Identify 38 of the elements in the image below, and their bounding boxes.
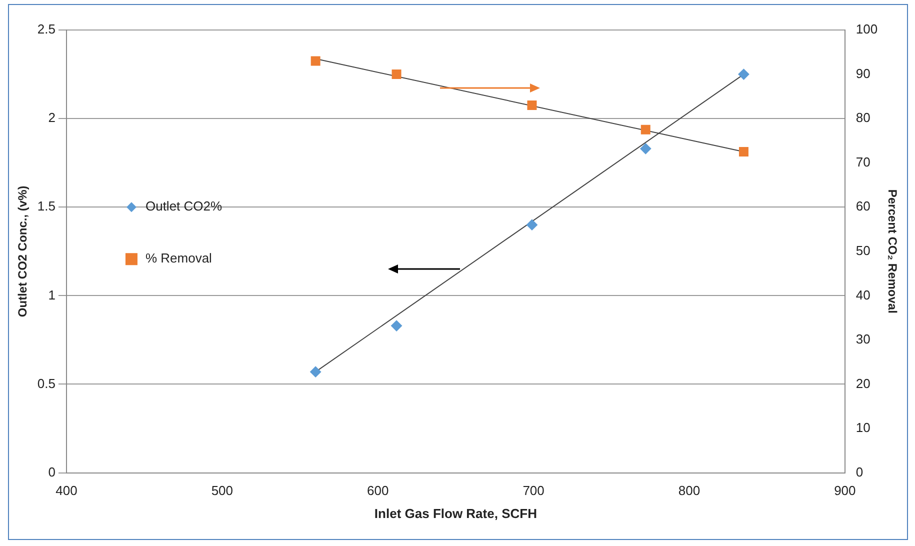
y2-axis-title: Percent CO₂ Removal — [885, 189, 900, 314]
y-tick-label: 2 — [48, 110, 56, 126]
y2-tick-label: 60 — [856, 198, 870, 214]
y2-tick-label: 90 — [856, 66, 870, 81]
y2-tick-label: 70 — [856, 154, 870, 170]
y-tick-label: 1 — [48, 287, 56, 302]
x-tick-label: 700 — [522, 483, 544, 498]
point — [640, 143, 652, 154]
legend-label: Outlet CO2% — [145, 198, 222, 214]
y-tick-label: 2.5 — [37, 22, 56, 37]
point — [738, 147, 748, 157]
x-tick-label: 600 — [366, 483, 389, 498]
x-tick-label: 900 — [834, 483, 856, 498]
x-tick-label: 400 — [56, 483, 78, 498]
y-tick-label: 0.5 — [37, 376, 56, 391]
point — [392, 70, 402, 80]
point — [738, 68, 750, 80]
y-tick-label: 1.5 — [37, 198, 56, 214]
y2-tick-label: 40 — [856, 287, 870, 302]
x-axis-title: Inlet Gas Flow Rate, SCFH — [374, 506, 537, 521]
x-tick-label: 800 — [678, 483, 700, 498]
y2-tick-label: 0 — [856, 464, 864, 480]
point — [527, 100, 537, 110]
point — [391, 320, 402, 332]
y2-tick-label: 10 — [856, 420, 870, 436]
y2-tick-label: 80 — [856, 110, 870, 126]
y2-tick-label: 100 — [856, 22, 878, 37]
point — [310, 366, 322, 378]
y-tick-label: 0 — [48, 464, 56, 480]
point — [640, 124, 650, 134]
point — [526, 219, 538, 230]
x-tick-label: 500 — [211, 483, 234, 498]
legend-label: % Removal — [145, 250, 212, 266]
y2-tick-label: 30 — [856, 332, 870, 347]
y2-tick-label: 50 — [856, 242, 870, 258]
point — [310, 56, 320, 66]
y2-tick-label: 20 — [856, 376, 870, 391]
y-axis-title: Outlet CO2 Conc., (v%) — [16, 186, 30, 318]
